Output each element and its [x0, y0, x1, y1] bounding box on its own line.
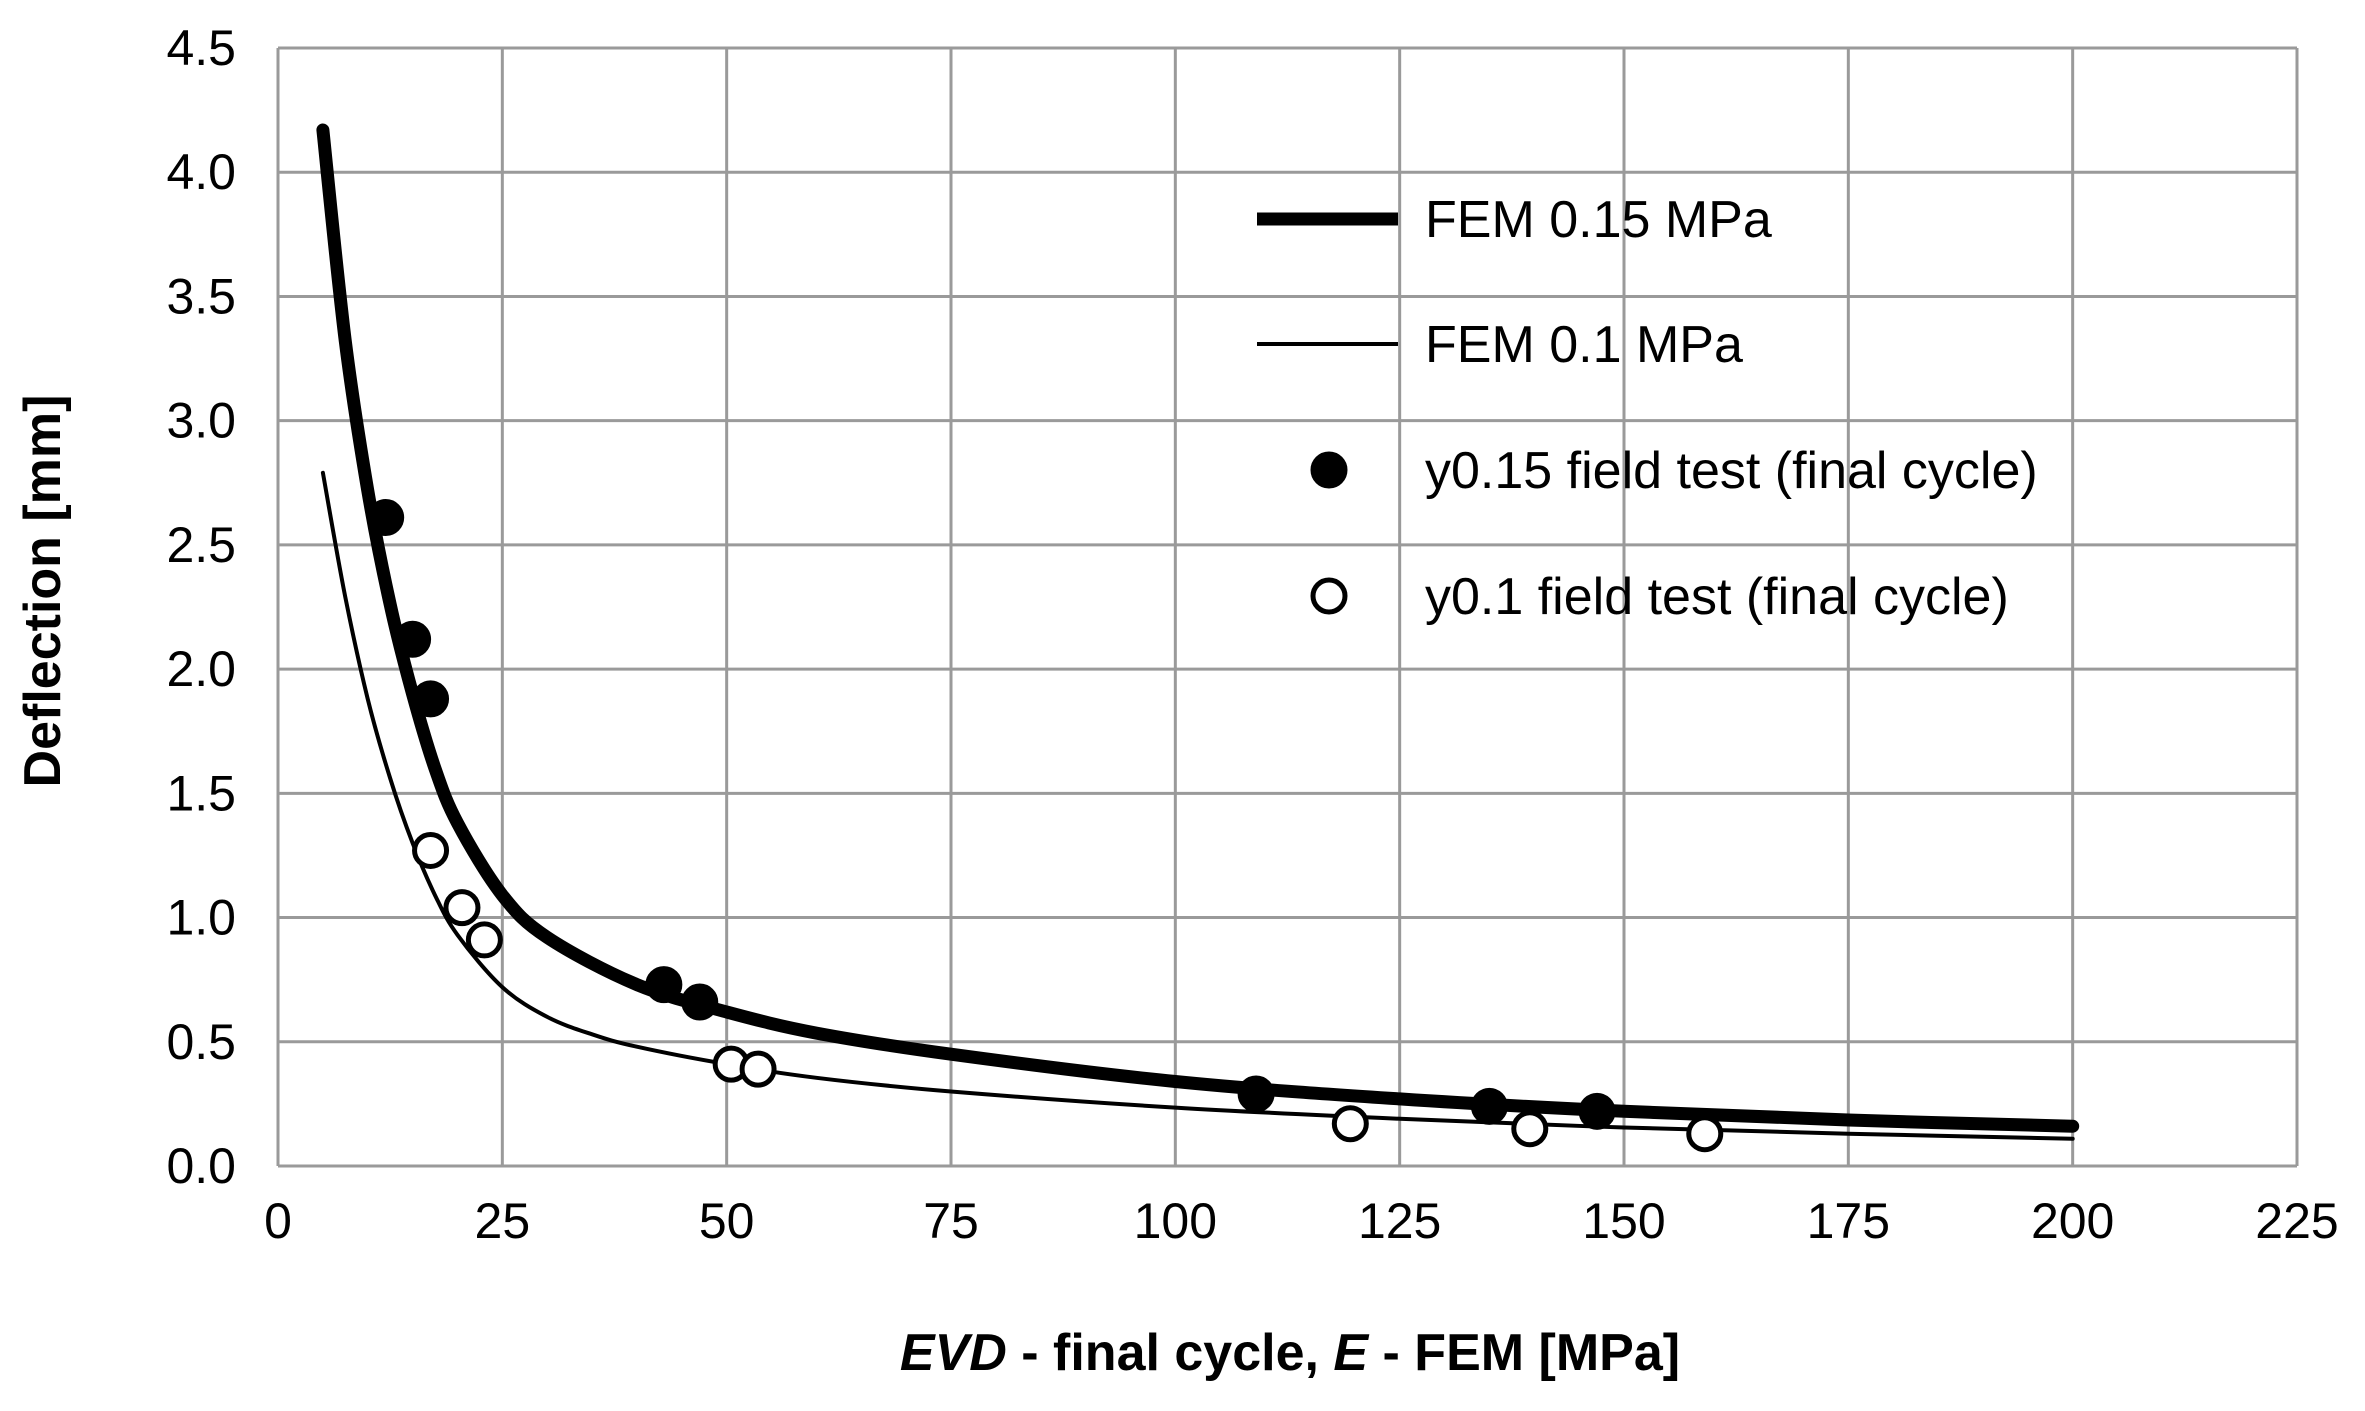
y015-field-point [367, 499, 405, 537]
grid [276, 46, 2299, 1168]
y015-field-point [1470, 1087, 1508, 1125]
legend-marker-open-circle [1310, 577, 1348, 615]
legend: FEM 0.15 MPa FEM 0.1 MPa y0.15 field tes… [1257, 191, 2038, 626]
x-tick-label: 25 [475, 1193, 531, 1249]
x-tick-label: 50 [699, 1193, 755, 1249]
y-axis-title: Deflection [mm] [14, 395, 72, 788]
y015-field-point [681, 983, 719, 1021]
tick-labels: 0.0 0.5 1.0 1.5 2.0 2.5 3.0 3.5 4.0 4.5 0 25 50 75 100… [166, 20, 2338, 1249]
y-tick-label: 2.0 [166, 641, 236, 697]
fem-015-line [316, 123, 2080, 1133]
y015-field-point [1578, 1092, 1616, 1130]
y-tick-label: 3.0 [166, 393, 236, 449]
y015-field-point [412, 680, 450, 718]
y01-field-point [465, 921, 503, 959]
y01-field-point [1686, 1115, 1724, 1153]
y-tick-label: 0.0 [166, 1138, 236, 1194]
fem-01-line [320, 470, 2075, 1141]
y015-field-point [645, 966, 683, 1004]
legend-label-y01-field: y0.1 field test (final cycle) [1425, 568, 2009, 626]
x-axis-title-e: E [1333, 1324, 1369, 1382]
y01-field-point [1331, 1105, 1369, 1143]
legend-marker-filled-circle [1310, 451, 1348, 489]
x-axis-title-part1: - final cycle, [1007, 1324, 1334, 1382]
x-tick-label: 150 [1582, 1193, 1665, 1249]
y015-field-point [1237, 1075, 1275, 1113]
y-tick-label: 1.5 [166, 765, 236, 821]
y-tick-label: 1.0 [166, 890, 236, 946]
y-tick-label: 2.5 [166, 517, 236, 573]
x-axis-title-part2: - FEM [MPa] [1368, 1324, 1680, 1382]
x-tick-label: 200 [2031, 1193, 2114, 1249]
x-tick-label: 100 [1134, 1193, 1217, 1249]
x-axis-title-evd: EVD [900, 1324, 1007, 1382]
y-tick-label: 3.5 [166, 268, 236, 324]
y01-field-point [412, 831, 450, 869]
x-tick-label: 0 [264, 1193, 292, 1249]
series-layer [316, 123, 2080, 1153]
x-tick-label: 75 [923, 1193, 979, 1249]
y01-field-point [443, 889, 481, 927]
legend-label-fem-01: FEM 0.1 MPa [1425, 316, 1743, 374]
legend-label-y015-field: y0.15 field test (final cycle) [1425, 442, 2038, 500]
y-tick-label: 4.5 [166, 20, 236, 76]
x-tick-label: 225 [2255, 1193, 2338, 1249]
y-tick-label: 4.0 [166, 144, 236, 200]
x-tick-label: 125 [1358, 1193, 1441, 1249]
y01-field-point [739, 1050, 777, 1088]
y01-field-point [1511, 1110, 1549, 1148]
y015-field-point [394, 620, 432, 658]
y-tick-label: 0.5 [166, 1014, 236, 1070]
x-tick-label: 175 [1807, 1193, 1890, 1249]
legend-label-fem-015: FEM 0.15 MPa [1425, 191, 1772, 249]
x-axis-title: EVD - final cycle, E - FEM [MPa] [900, 1324, 1680, 1382]
